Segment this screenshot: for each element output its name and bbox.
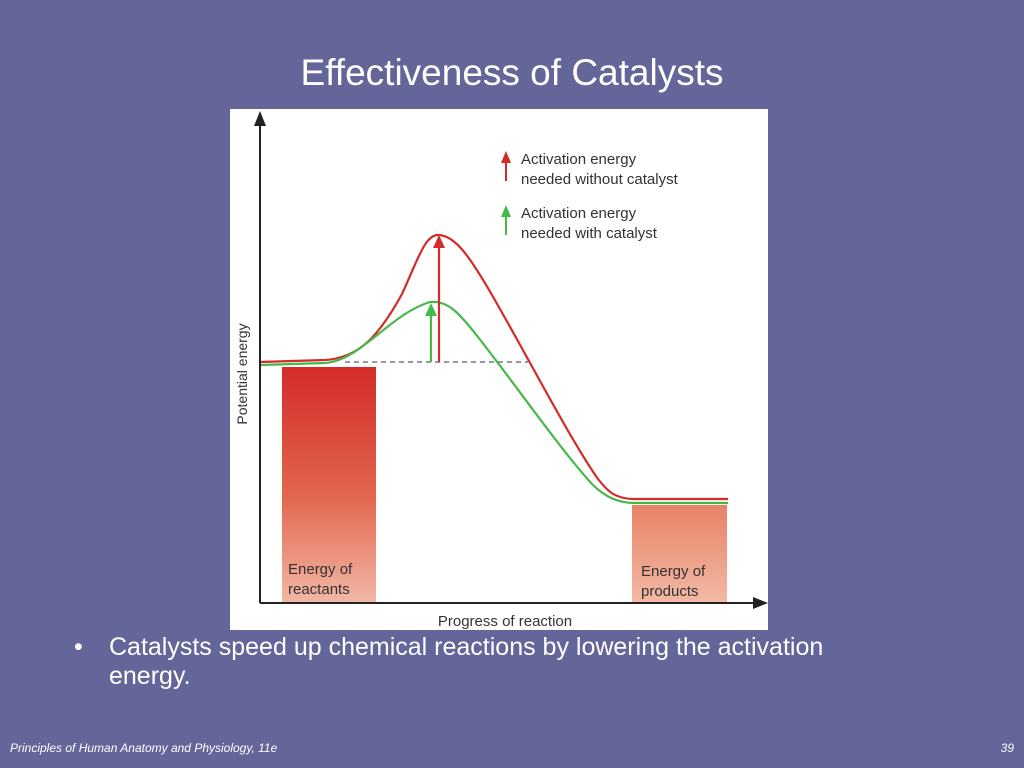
legend-without-catalyst-line2: needed without catalyst: [521, 171, 679, 188]
reactants-label-line1: Energy of: [288, 561, 353, 578]
page-number: 39: [1000, 741, 1014, 755]
activation-arrowhead-red: [433, 235, 445, 248]
bullet-item: • Catalysts speed up chemical reactions …: [74, 633, 834, 691]
reactants-label-line2: reactants: [288, 581, 350, 598]
products-energy-bar: [632, 505, 727, 603]
curve-with-catalyst: [259, 300, 728, 505]
bullet-text: Catalysts speed up chemical reactions by…: [109, 633, 824, 690]
reactants-energy-bar: [282, 367, 376, 603]
legend-green-arrowhead: [501, 205, 511, 217]
products-label-line1: Energy of: [641, 563, 706, 580]
bullet-dot: •: [74, 633, 83, 661]
x-axis-arrowhead: [753, 597, 768, 609]
legend-with-catalyst-line2: needed with catalyst: [521, 225, 658, 242]
y-axis-arrowhead: [254, 111, 266, 126]
footer-book-title: Principles of Human Anatomy and Physiolo…: [10, 741, 278, 755]
activation-arrowhead-green: [425, 303, 437, 316]
curve-without-catalyst: [259, 233, 728, 501]
legend-with-catalyst-line1: Activation energy: [521, 205, 637, 222]
products-label-line2: products: [641, 583, 699, 600]
legend-red-arrowhead: [501, 151, 511, 163]
legend-without-catalyst-line1: Activation energy: [521, 151, 637, 168]
energy-diagram-svg: Energy of reactants Energy of products P…: [234, 111, 768, 630]
y-axis-label: Potential energy: [234, 323, 250, 424]
x-axis-label: Progress of reaction: [438, 613, 572, 630]
energy-diagram: Energy of reactants Energy of products P…: [230, 109, 768, 630]
slide-title: Effectiveness of Catalysts: [300, 52, 724, 93]
